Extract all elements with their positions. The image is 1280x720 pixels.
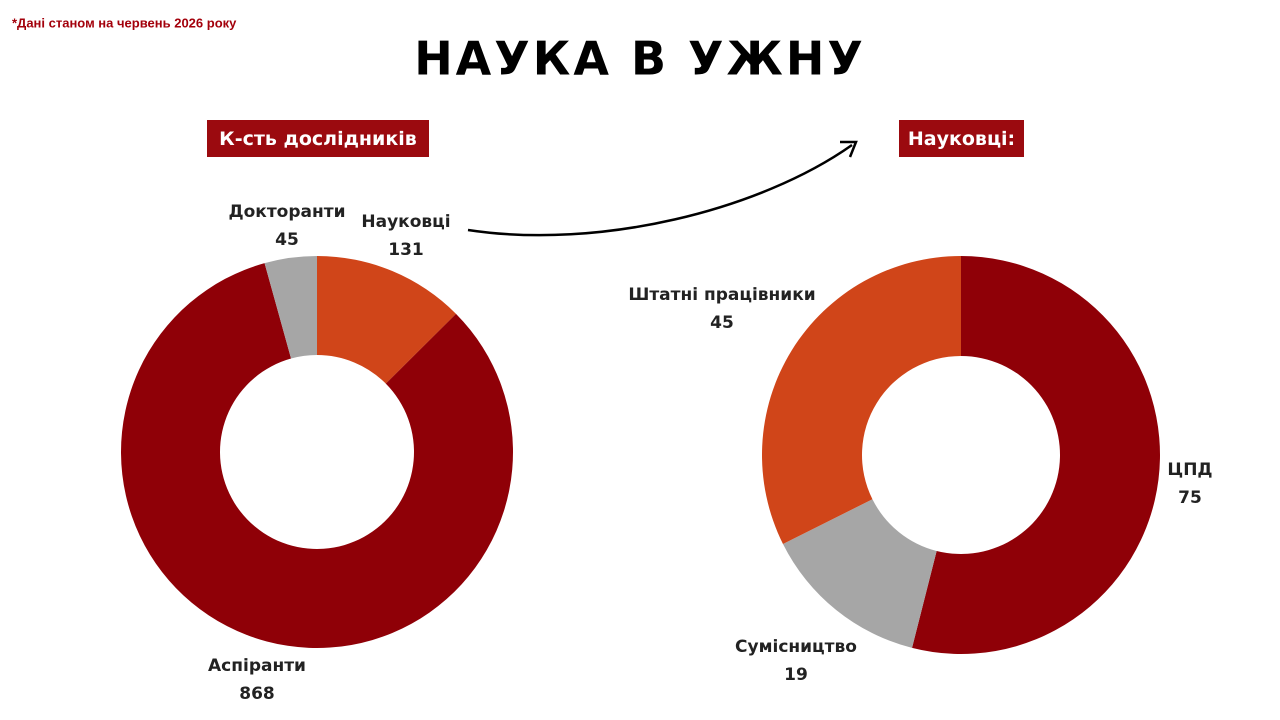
page-title: НАУКА В УЖНУ bbox=[414, 32, 866, 86]
donut-slice bbox=[782, 499, 937, 648]
arrow-head bbox=[840, 140, 858, 158]
chart-title: Науковці: bbox=[908, 128, 1015, 150]
note: *Дані станом на червень 2026 року bbox=[12, 15, 237, 30]
slice-value: 75 bbox=[1178, 488, 1202, 508]
slice-value: 868 bbox=[239, 684, 275, 704]
slice-value: 19 bbox=[784, 665, 808, 685]
arrow bbox=[467, 143, 853, 237]
donut-slice bbox=[317, 256, 457, 384]
slice-name: Науковці bbox=[361, 212, 450, 232]
slice-value: 131 bbox=[388, 240, 424, 260]
donut-slice bbox=[912, 256, 1160, 654]
chart-title: К-сть дослідників bbox=[219, 128, 417, 150]
slice-name: ЦПД bbox=[1167, 460, 1212, 480]
slice-name: Сумісництво bbox=[735, 637, 857, 657]
slice-name: Аспіранти bbox=[208, 656, 306, 676]
slice-name: Штатні працівники bbox=[628, 285, 815, 305]
slice-value: 45 bbox=[275, 230, 299, 250]
subtitle-box bbox=[207, 120, 429, 157]
slice-name: Докторанти bbox=[228, 202, 345, 222]
donut-slice bbox=[120, 263, 513, 648]
donut-slice bbox=[264, 256, 317, 359]
donut-slice bbox=[761, 255, 961, 544]
slice-value: 45 bbox=[710, 313, 734, 333]
subtitle-box bbox=[899, 120, 1024, 157]
